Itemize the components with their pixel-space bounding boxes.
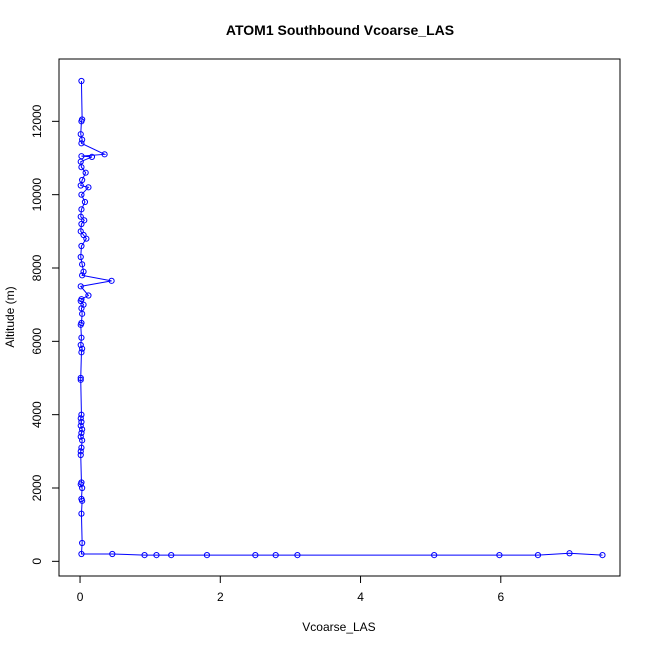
data-point bbox=[78, 191, 85, 198]
data-point bbox=[78, 140, 85, 147]
data-point bbox=[79, 426, 86, 433]
data-point bbox=[77, 481, 84, 488]
data-point bbox=[153, 552, 160, 559]
data-point bbox=[77, 341, 84, 349]
x-tick-label: 4 bbox=[357, 590, 364, 604]
data-point bbox=[78, 334, 85, 341]
data-series-lines bbox=[79, 80, 603, 556]
data-point bbox=[77, 131, 84, 138]
data-point bbox=[77, 451, 84, 459]
data-point bbox=[79, 484, 86, 492]
data-point bbox=[77, 415, 84, 422]
data-point bbox=[78, 77, 85, 85]
x-tick-label: 6 bbox=[497, 590, 504, 604]
data-point bbox=[77, 374, 84, 382]
data-point bbox=[599, 552, 606, 559]
data-point bbox=[77, 422, 84, 429]
data-point bbox=[82, 169, 89, 176]
data-point bbox=[79, 310, 86, 317]
data-point bbox=[78, 118, 85, 125]
data-point bbox=[78, 411, 85, 418]
x-tick-label: 0 bbox=[77, 590, 84, 604]
data-point bbox=[78, 242, 85, 250]
y-tick-label: 12000 bbox=[30, 104, 44, 138]
data-point bbox=[496, 552, 503, 559]
data-point bbox=[85, 292, 92, 299]
data-point bbox=[79, 272, 86, 279]
data-point bbox=[79, 136, 86, 143]
data-point bbox=[83, 235, 90, 242]
y-tick-label: 10000 bbox=[30, 178, 44, 212]
x-axis: 0 2 4 6 bbox=[77, 575, 504, 604]
data-point bbox=[77, 213, 84, 220]
data-point bbox=[77, 283, 84, 290]
data-point bbox=[80, 268, 87, 275]
data-point bbox=[108, 277, 115, 284]
data-point bbox=[79, 176, 86, 184]
data-point bbox=[77, 448, 84, 455]
data-point bbox=[566, 550, 573, 557]
data-point bbox=[77, 433, 84, 440]
x-axis-label: Vcoarse_LAS bbox=[302, 620, 375, 634]
data-point bbox=[141, 552, 148, 559]
data-point bbox=[77, 182, 84, 189]
data-point bbox=[85, 184, 92, 191]
data-point bbox=[77, 376, 84, 383]
y-tick-label: 4000 bbox=[30, 401, 44, 428]
y-tick-label: 8000 bbox=[30, 254, 44, 281]
data-point bbox=[78, 418, 85, 426]
data-point bbox=[78, 429, 85, 437]
data-point bbox=[78, 444, 85, 451]
y-tick-label: 6000 bbox=[30, 328, 44, 355]
data-point bbox=[252, 552, 259, 559]
data-point bbox=[78, 164, 85, 171]
y-axis: 0 2000 4000 6000 8000 10000 12000 bbox=[30, 104, 60, 565]
data-point bbox=[203, 552, 211, 559]
data-point bbox=[101, 151, 108, 158]
data-point bbox=[168, 552, 175, 559]
y-axis-label: Altitude (m) bbox=[3, 286, 17, 347]
data-point bbox=[79, 437, 86, 444]
data-point bbox=[79, 539, 86, 547]
data-point bbox=[78, 550, 85, 558]
data-point bbox=[78, 220, 85, 228]
data-point bbox=[79, 497, 86, 504]
data-point bbox=[79, 345, 86, 352]
chart-title: ATOM1 Southbound Vcoarse_LAS bbox=[226, 22, 454, 38]
data-point bbox=[78, 349, 85, 356]
data-point bbox=[88, 153, 96, 160]
y-tick-label: 0 bbox=[30, 558, 44, 565]
x-tick-label: 2 bbox=[217, 590, 224, 604]
data-point bbox=[109, 550, 116, 558]
data-point bbox=[431, 552, 438, 559]
data-series-points bbox=[77, 77, 606, 559]
y-tick-label: 2000 bbox=[30, 474, 44, 501]
data-point bbox=[79, 261, 86, 268]
data-point bbox=[77, 253, 84, 261]
data-point bbox=[81, 198, 89, 206]
data-point bbox=[272, 552, 279, 559]
data-point bbox=[294, 552, 301, 559]
data-point bbox=[534, 552, 542, 559]
series-line bbox=[79, 80, 603, 556]
data-point bbox=[78, 510, 85, 517]
data-point bbox=[78, 206, 85, 213]
data-point bbox=[77, 321, 84, 328]
